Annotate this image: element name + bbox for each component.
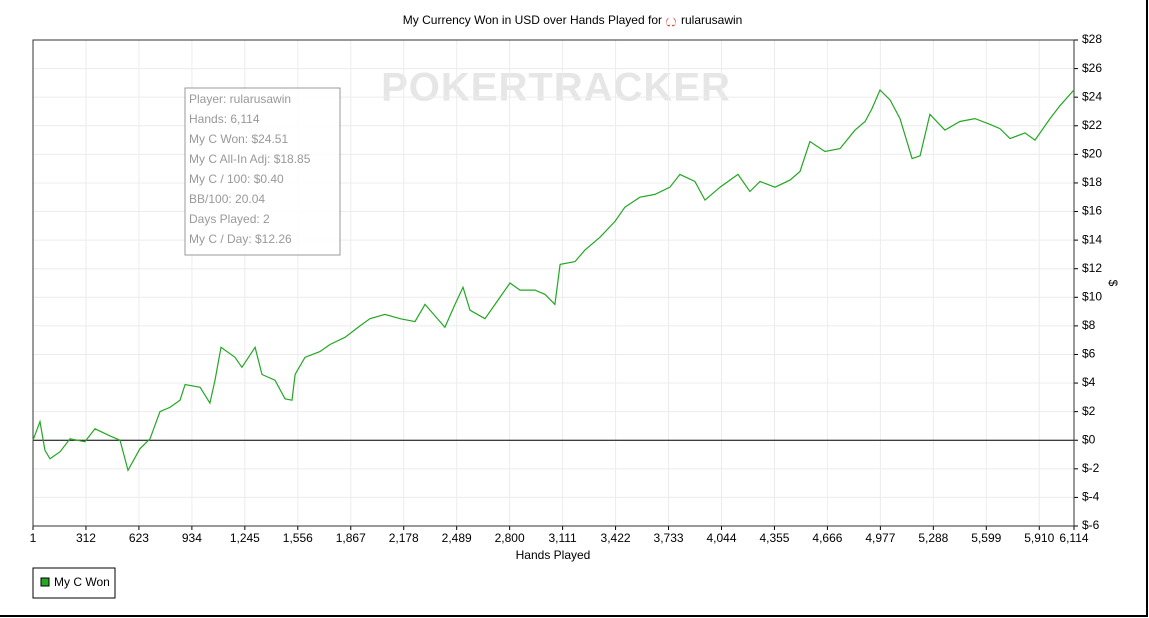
plot-area [32,39,1075,527]
legend-label: My C Won [54,575,110,589]
x-tick-label: 5,599 [971,531,1001,545]
chart-title: My Currency Won in USD over Hands Played… [403,13,662,27]
x-tick-label: 4,044 [706,531,736,545]
x-tick-label: 6,114 [1059,531,1088,545]
x-tick-label: 3,733 [654,531,684,545]
x-tick-label: 2,489 [442,531,472,545]
x-tick-label: 2,178 [389,531,419,545]
watermark: POKERTRACKER [381,66,731,110]
y-tick-label: $10 [1082,289,1102,303]
legend: My C Won [32,567,116,599]
y-tick-label: $4 [1082,375,1096,389]
x-tick-label: 623 [129,531,149,545]
y-tick-label: $6 [1082,347,1096,361]
y-tick-label: $0 [1082,432,1096,446]
info-box-frame [184,87,341,256]
x-tick-label: 4,977 [865,531,895,545]
info-line: Player: rularusawin [189,92,291,106]
info-box: Player: rularusawin Hands: 6,114 My C Won:… [184,87,341,256]
x-tick-label: 4,666 [812,531,842,545]
y-tick-label: $22 [1082,118,1102,132]
y-tick-label: $8 [1082,318,1096,332]
series-line [32,88,1075,472]
x-tick-label: 2,800 [495,531,525,545]
y-tick-label: $14 [1082,232,1102,246]
x-axis-label: Hands Played [516,548,591,562]
info-line: My C All-In Adj: $18.85 [189,152,311,166]
x-tick-label: 5,288 [918,531,948,545]
x-tick-label: 1,867 [336,531,366,545]
y-tick-label: $-4 [1082,490,1100,504]
info-line: My C / Day: $12.26 [189,232,292,246]
legend-swatch [40,577,50,587]
x-tick-label: 4,355 [759,531,789,545]
x-tick-label: 1 [30,531,37,545]
x-tick-label: 5,910 [1024,531,1054,545]
x-tick-label: 3,422 [601,531,631,545]
info-line: BB/100: 20.04 [189,192,265,206]
x-tick-label: 934 [182,531,202,545]
y-axis-label: $ [1106,280,1120,287]
info-line: My C / 100: $0.40 [189,172,284,186]
y-tick-label: $-2 [1082,461,1100,475]
info-line: Hands: 6,114 [189,112,260,126]
y-tick-label: $12 [1082,261,1102,275]
player-name: rularusawin [681,13,742,27]
x-tick-label: 312 [76,531,96,545]
y-tick-label: $18 [1082,175,1102,189]
y-tick-label: $2 [1082,404,1096,418]
y-tick-label: $24 [1082,89,1102,103]
y-tick-label: $20 [1082,147,1102,161]
x-tick-label: 3,111 [548,531,577,545]
y-tick-label: $-6 [1082,518,1100,532]
info-line: My C Won: $24.51 [189,132,288,146]
x-tick-label: 1,245 [230,531,260,545]
y-tick-label: $28 [1082,32,1102,46]
y-tick-label: $16 [1082,204,1102,218]
x-tick-label: 1,556 [283,531,313,545]
spade-icon [666,15,676,27]
info-line: Days Played: 2 [189,212,270,226]
y-tick-label: $26 [1082,61,1102,75]
